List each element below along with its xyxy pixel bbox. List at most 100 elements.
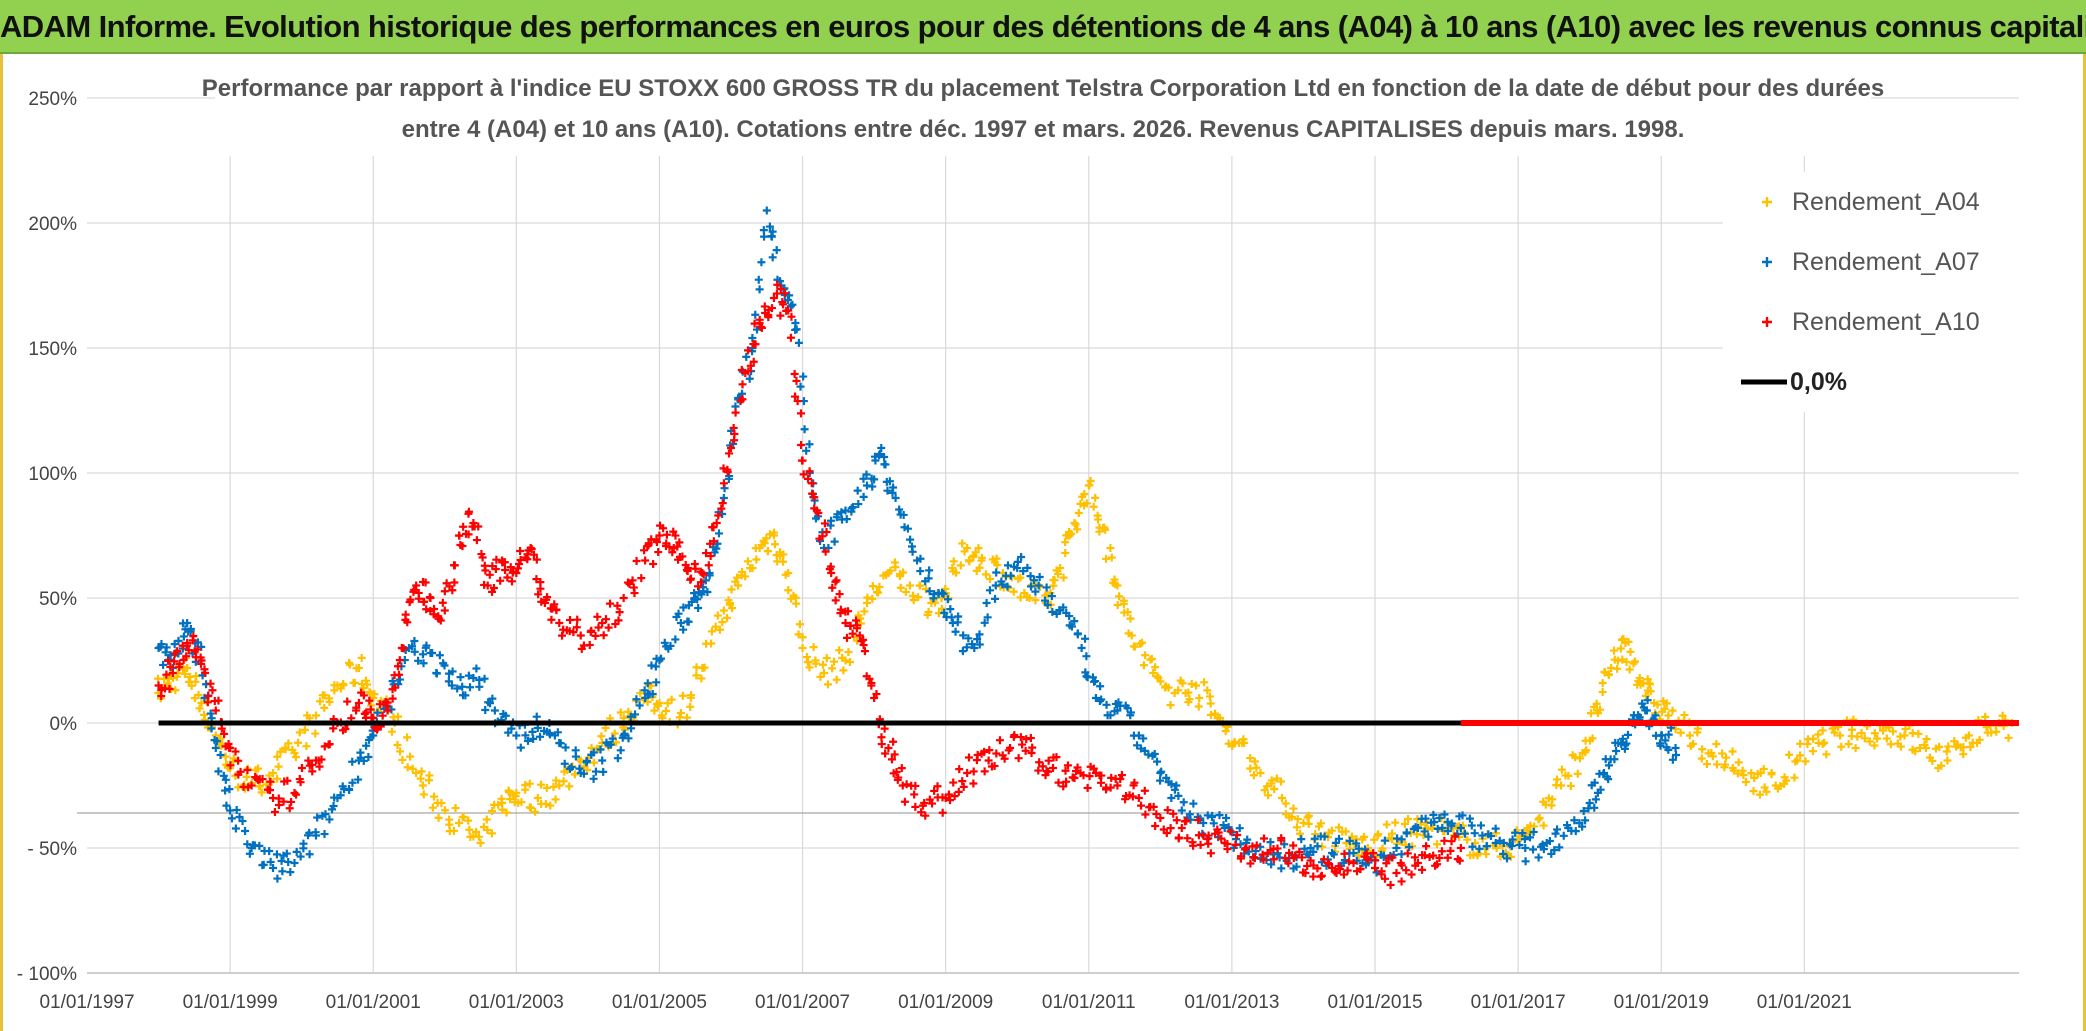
- data-point: [1264, 791, 1273, 800]
- data-point: [1785, 750, 1794, 759]
- data-point: [694, 582, 703, 591]
- data-point: [1657, 731, 1666, 740]
- data-point: [686, 574, 695, 583]
- data-point: [214, 696, 223, 705]
- data-point: [363, 680, 372, 689]
- data-point: [403, 618, 412, 627]
- data-point: [1179, 798, 1188, 807]
- data-point: [1373, 831, 1382, 840]
- data-point: [1188, 838, 1197, 847]
- data-point: [772, 246, 781, 255]
- data-point: [1031, 587, 1040, 596]
- data-point: [832, 675, 841, 684]
- data-point: [1468, 842, 1477, 851]
- data-point: [1392, 869, 1401, 877]
- data-point: [844, 648, 853, 657]
- data-point: [872, 689, 881, 698]
- data-point: [1491, 824, 1500, 833]
- data-point: [1729, 766, 1738, 775]
- data-point: [394, 712, 403, 721]
- data-point: [643, 679, 652, 688]
- data-point: [1016, 573, 1025, 582]
- data-point: [745, 374, 754, 383]
- data-point: [419, 659, 428, 668]
- data-point: [1303, 813, 1312, 822]
- data-point: [830, 537, 839, 546]
- data-point: [1534, 853, 1543, 862]
- data-point: [818, 660, 827, 669]
- data-point: [1397, 877, 1406, 886]
- data-point: [241, 826, 250, 835]
- data-point: [166, 651, 175, 660]
- data-point: [1139, 661, 1148, 670]
- data-point: [359, 756, 368, 765]
- data-point: [552, 776, 561, 785]
- data-point: [836, 609, 845, 618]
- data-point: [742, 352, 751, 361]
- data-point: [1250, 757, 1259, 766]
- data-point: [870, 694, 879, 702]
- y-tick-label: 250%: [28, 89, 77, 110]
- data-point: [1236, 854, 1245, 863]
- data-point: [266, 777, 275, 786]
- data-point: [182, 652, 191, 661]
- data-point: [295, 775, 304, 784]
- x-tick-label: 01/01/1999: [183, 992, 278, 1013]
- data-point: [798, 644, 807, 652]
- data-point: [717, 504, 726, 513]
- data-point: [849, 503, 858, 512]
- data-point: [1209, 819, 1218, 828]
- data-point: [920, 799, 929, 807]
- data-point: [875, 582, 884, 591]
- data-point: [767, 304, 776, 313]
- data-point: [1796, 751, 1805, 760]
- data-point: [1712, 760, 1721, 769]
- data-point: [364, 735, 373, 744]
- data-point: [1041, 596, 1050, 605]
- data-point: [1369, 849, 1378, 858]
- data-point: [1548, 795, 1557, 804]
- data-point: [1596, 785, 1605, 794]
- data-point: [902, 780, 911, 789]
- data-point: [962, 643, 971, 652]
- data-point: [1656, 741, 1665, 750]
- data-point: [447, 681, 456, 690]
- data-point: [1199, 819, 1208, 827]
- data-point: [725, 449, 734, 458]
- data-point: [1016, 733, 1025, 742]
- data-point: [1026, 582, 1035, 591]
- data-point: [1006, 744, 1015, 752]
- data-point: [1641, 691, 1650, 700]
- data-point: [361, 676, 370, 685]
- data-point: [219, 771, 228, 780]
- y-tick-label: - 100%: [17, 964, 77, 985]
- data-point: [1077, 644, 1086, 652]
- data-point: [1661, 736, 1670, 745]
- data-point: [1620, 744, 1629, 753]
- data-point: [939, 589, 948, 598]
- data-point: [1070, 617, 1079, 626]
- data-point: [1277, 794, 1286, 802]
- data-point: [613, 754, 622, 763]
- data-point: [1635, 713, 1644, 722]
- data-point: [428, 803, 437, 812]
- data-point: [1837, 742, 1846, 751]
- data-point: [1809, 734, 1818, 743]
- data-point: [343, 697, 352, 706]
- data-point: [290, 749, 299, 757]
- data-point: [1964, 731, 1973, 740]
- data-point: [676, 709, 685, 717]
- data-point: [1664, 730, 1673, 739]
- data-point: [231, 824, 240, 833]
- data-point: [823, 680, 832, 689]
- data-point: [515, 559, 524, 568]
- data-point: [860, 607, 869, 616]
- data-point: [1352, 839, 1361, 848]
- data-point: [1162, 773, 1171, 782]
- data-point: [1061, 548, 1070, 557]
- data-point: [853, 486, 862, 495]
- data-point: [1573, 769, 1582, 778]
- data-point: [1553, 825, 1562, 834]
- data-point: [1518, 829, 1527, 838]
- data-point: [305, 850, 314, 859]
